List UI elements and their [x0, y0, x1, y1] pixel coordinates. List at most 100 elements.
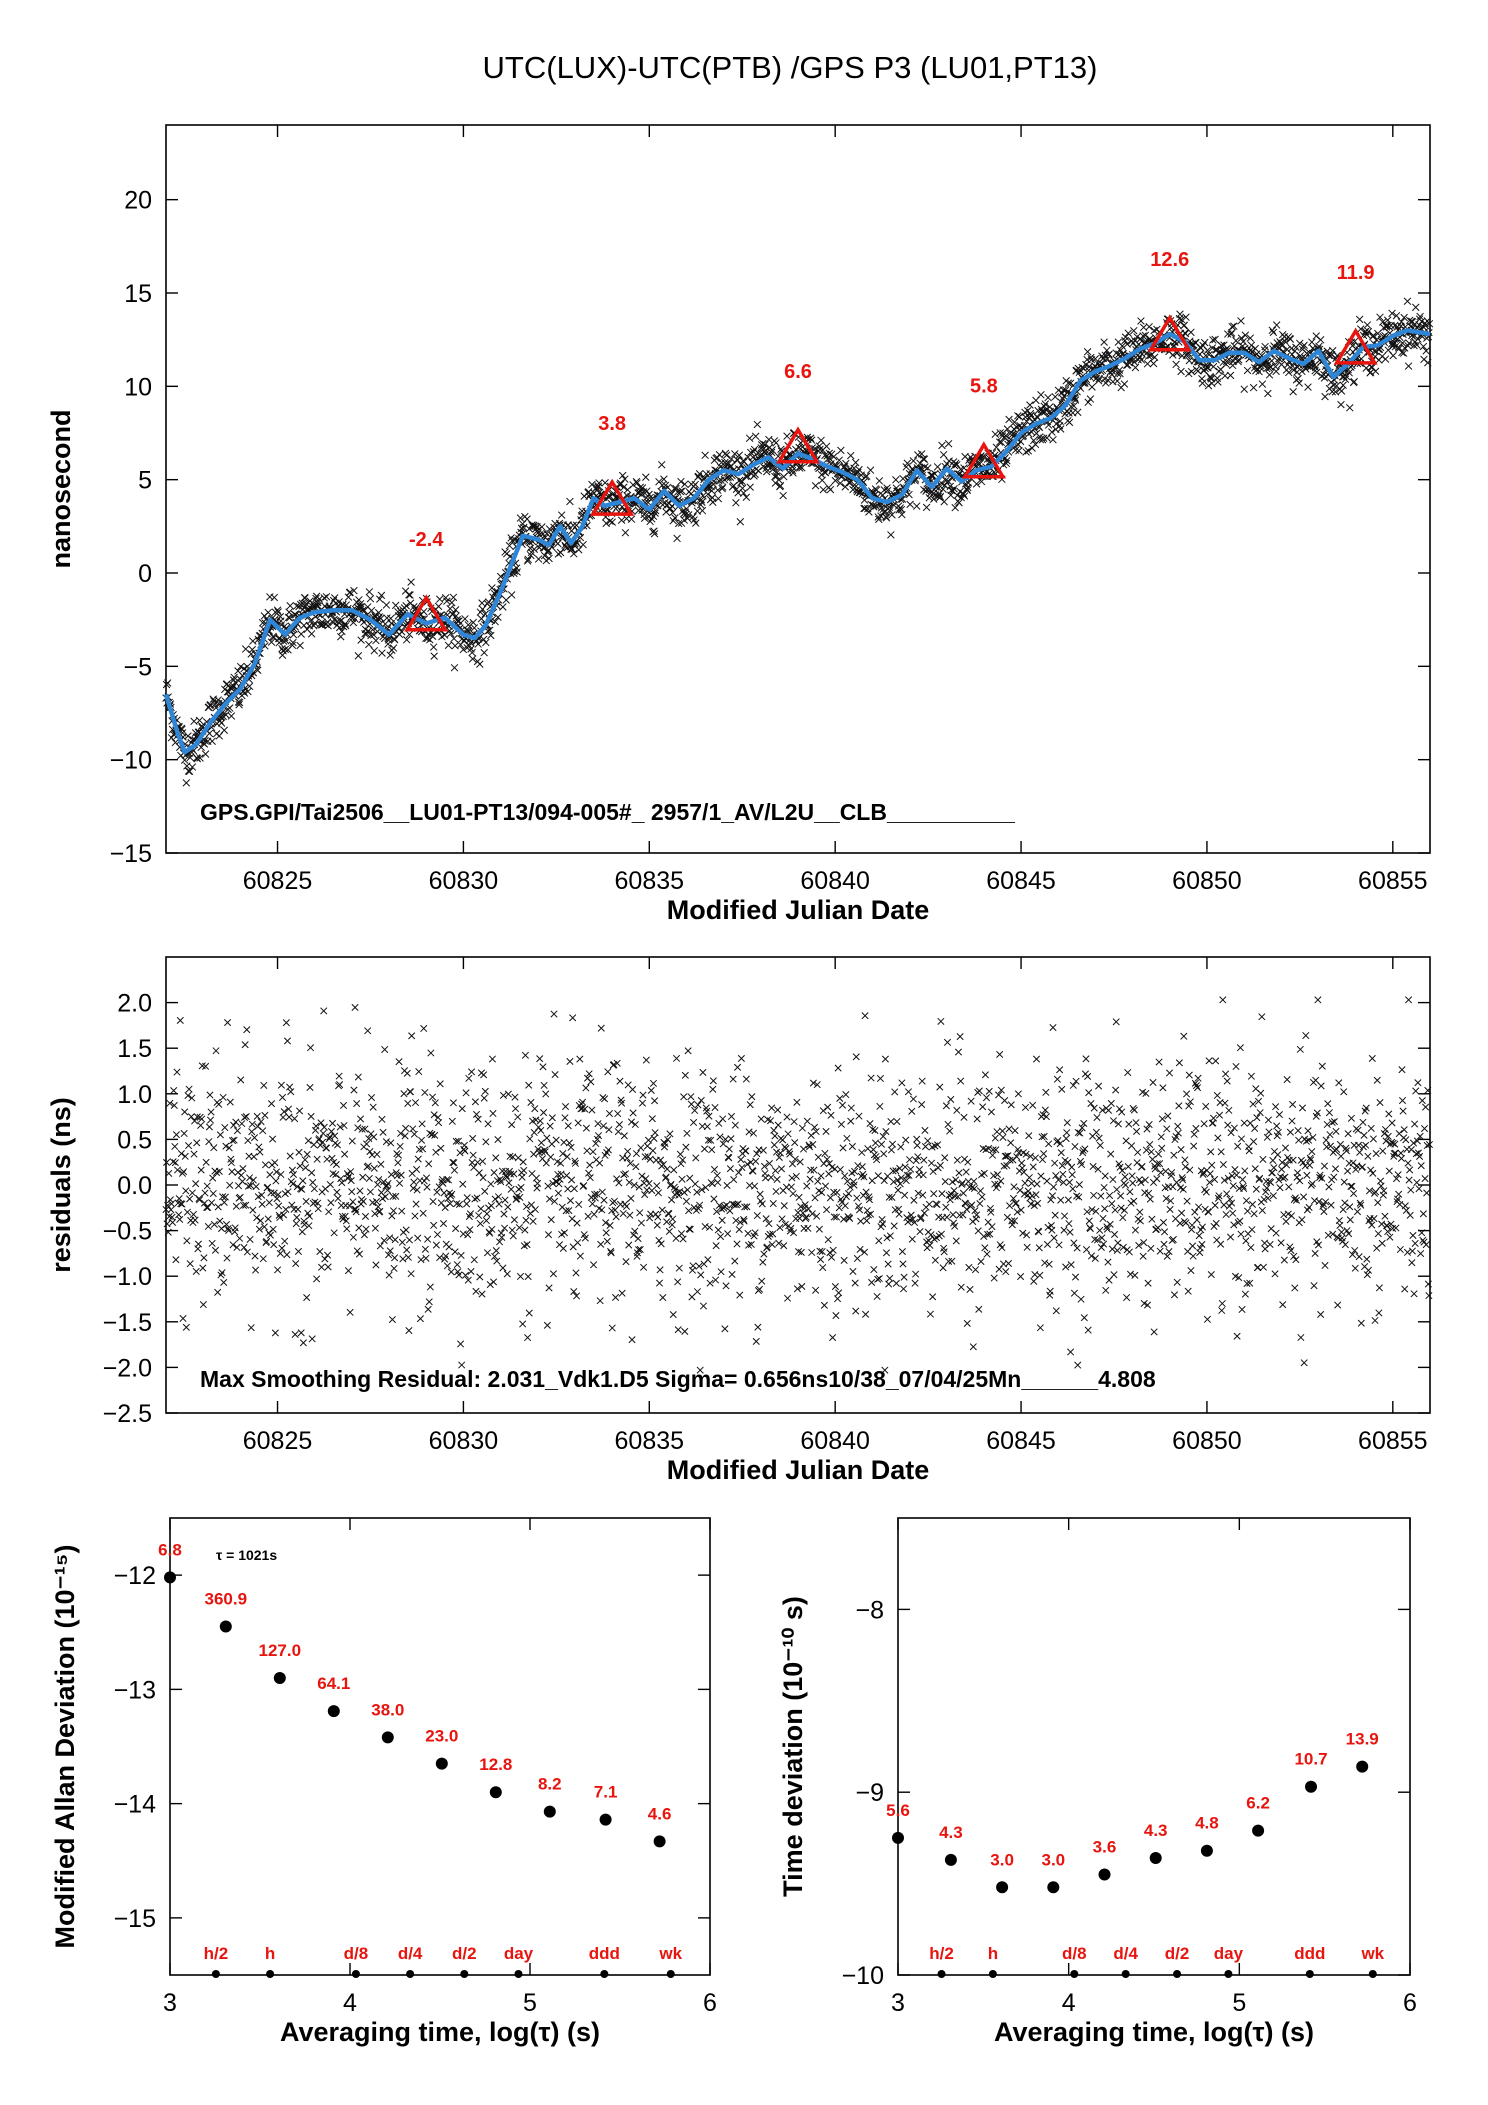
residual-point	[1291, 1194, 1299, 1202]
residual-point	[618, 1099, 626, 1107]
residual-point	[1109, 1117, 1118, 1125]
tdev-point	[1098, 1868, 1111, 1881]
residual-point	[1291, 1284, 1299, 1292]
residual-point	[1113, 1246, 1121, 1255]
timeseries-point	[574, 546, 583, 554]
residual-point	[457, 1251, 465, 1260]
residual-point	[1082, 1055, 1090, 1063]
timeseries-point	[1137, 317, 1145, 325]
timeseries-point	[671, 514, 679, 522]
timeseries-point	[870, 503, 878, 511]
residual-point	[244, 1136, 252, 1145]
timeseries-point	[640, 514, 649, 522]
timeseries-point	[1087, 353, 1095, 362]
residual-point	[678, 1175, 686, 1183]
timeseries-point	[866, 466, 875, 474]
timeseries-point	[1346, 404, 1354, 412]
residual-point	[188, 1094, 196, 1102]
residual-point	[698, 1186, 706, 1194]
residual-point	[1311, 1197, 1319, 1205]
residual-point	[195, 1196, 204, 1204]
residual-point	[1184, 1287, 1192, 1295]
residual-point	[341, 1212, 349, 1220]
residual-point	[1292, 1196, 1301, 1204]
residual-point	[754, 1323, 762, 1331]
residual-point	[1289, 1156, 1297, 1164]
residual-point	[1402, 1136, 1410, 1144]
residual-point	[945, 1257, 953, 1265]
residual-point	[1104, 1106, 1113, 1114]
residual-point	[1319, 1202, 1327, 1210]
residual-point	[753, 1150, 761, 1158]
residual-point	[829, 1333, 837, 1342]
residual-point	[903, 1214, 911, 1222]
timeseries-point	[658, 481, 667, 489]
residual-point	[1425, 1292, 1433, 1300]
residual-point	[524, 1334, 532, 1342]
residual-point	[1424, 1280, 1432, 1288]
residual-point	[387, 1139, 395, 1147]
residual-point	[895, 1210, 903, 1218]
residual-point	[733, 1063, 742, 1071]
residual-point	[555, 1180, 563, 1188]
residual-point	[526, 1135, 534, 1143]
timeseries-point	[643, 487, 651, 495]
residual-point	[756, 1190, 764, 1198]
residual-point	[202, 1062, 210, 1070]
timeseries-point	[772, 439, 780, 447]
residual-point	[793, 1285, 802, 1293]
residual-point	[217, 1225, 226, 1233]
residual-point	[716, 1232, 725, 1241]
residual-point	[1353, 1162, 1361, 1170]
residual-point	[723, 1181, 731, 1189]
residual-point	[1407, 1146, 1415, 1154]
residual-point	[333, 1141, 342, 1149]
residual-point	[596, 1297, 604, 1305]
residual-point	[549, 1270, 557, 1278]
residual-point	[1295, 1136, 1303, 1144]
residual-point	[1367, 1166, 1375, 1174]
residual-point	[518, 1173, 526, 1181]
residual-point	[1180, 1032, 1188, 1040]
timeseries-point	[955, 499, 963, 507]
residual-point	[163, 1220, 171, 1228]
residual-point	[646, 1155, 654, 1163]
timeseries-point	[434, 602, 443, 611]
residual-point	[614, 1128, 622, 1136]
residual-point	[1163, 1252, 1171, 1260]
residual-point	[938, 1190, 946, 1198]
timeseries-point	[821, 451, 829, 460]
residual-point	[774, 1106, 782, 1114]
residual-point	[737, 1054, 745, 1063]
residual-point	[701, 1222, 709, 1231]
timeseries-point	[286, 602, 294, 610]
residual-point	[949, 1211, 957, 1219]
residual-point	[576, 1055, 584, 1063]
residual-point	[843, 1177, 852, 1185]
residual-point	[1380, 1130, 1388, 1138]
residual-point	[864, 1145, 872, 1153]
timeseries-point	[1414, 335, 1422, 343]
timeseries-point	[694, 472, 703, 481]
residual-point	[947, 1095, 955, 1104]
residual-point	[963, 1319, 971, 1328]
timeseries-point	[697, 496, 706, 504]
residual-point	[1049, 1024, 1057, 1032]
mdev-point	[435, 1757, 448, 1770]
timeseries-point	[1103, 346, 1111, 355]
residual-point	[1075, 1193, 1083, 1201]
residual-point	[1269, 1192, 1277, 1200]
residual-point	[1181, 1163, 1189, 1171]
residual-point	[904, 1088, 913, 1096]
residual-point	[1007, 1101, 1015, 1109]
residual-point	[1206, 1178, 1214, 1186]
timeseries-point	[944, 439, 953, 448]
timeseries-point	[784, 468, 793, 476]
residual-point	[426, 1283, 434, 1291]
residual-point	[830, 1213, 838, 1221]
residual-point	[606, 1221, 614, 1229]
residual-point	[574, 1119, 582, 1127]
timeseries-point	[1226, 371, 1235, 380]
timeseries-point	[1048, 428, 1056, 436]
residual-point	[772, 1187, 780, 1196]
